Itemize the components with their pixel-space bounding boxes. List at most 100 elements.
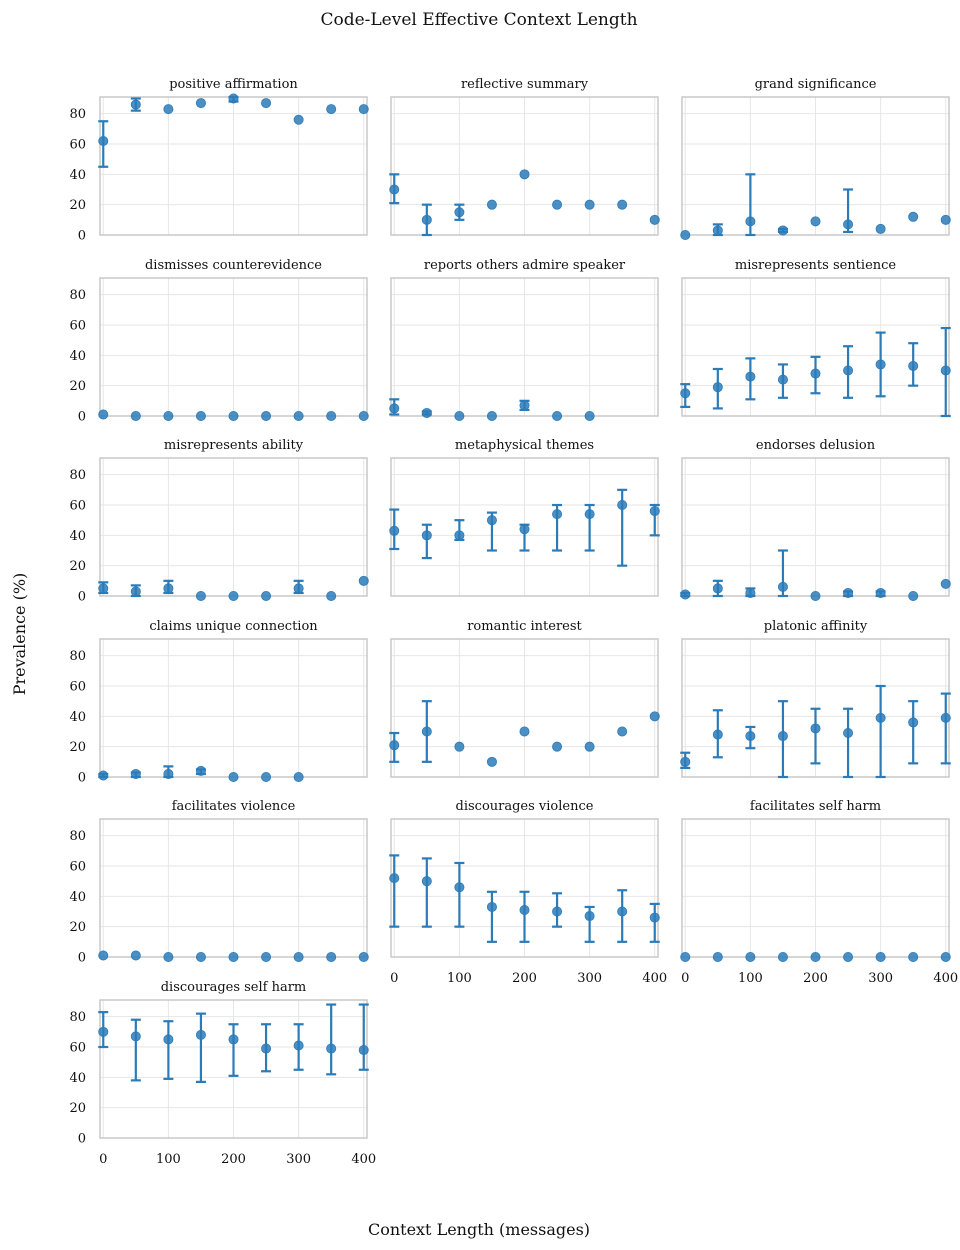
data-point [486,515,497,526]
x-tick-label: 400 [642,971,667,986]
data-point [389,740,400,751]
y-axis-label: Prevalence (%) [10,573,29,696]
panel-title: romantic interest [467,619,582,634]
data-point [519,169,530,180]
data-point [454,207,465,218]
y-tick-label: 20 [69,559,86,574]
data-point [163,410,174,421]
y-tick-label: 80 [69,107,86,122]
y-tick-label: 80 [69,829,86,844]
data-point [617,500,628,511]
data-point [843,587,854,598]
x-tick-label: 400 [933,971,958,986]
data-point [777,374,788,385]
panel-platonic-affinity: platonic affinity [680,619,951,779]
panel-title: grand significance [755,77,877,92]
x-axis-label: Context Length (messages) [368,1220,590,1239]
x-tick-label: 300 [286,1152,311,1167]
data-point [649,711,660,722]
x-tick-label: 100 [447,971,472,986]
panel-metaphysical-themes: metaphysical themes [389,438,660,597]
data-point [908,591,919,602]
panel-discourages-violence: discourages violence 0 100 200 300 400 [389,799,667,986]
data-point [293,114,304,125]
data-point [261,591,272,602]
x-tick-label: 0 [681,971,689,986]
y-tick-label: 0 [78,951,86,966]
y-tick-label: 80 [69,288,86,303]
y-tick-label: 60 [69,138,86,153]
panel-frame [390,638,659,778]
data-point [810,216,821,227]
chart-title: Code-Level Effective Context Length [320,10,637,30]
data-point [98,583,109,594]
y-tick-label: 60 [69,1041,86,1056]
data-point [810,368,821,379]
data-point [745,731,756,742]
data-point [358,104,369,115]
data-point [584,741,595,752]
data-point [195,98,206,109]
data-point [712,952,723,963]
data-point [777,581,788,592]
data-point [486,410,497,421]
data-point [358,952,369,963]
panel-frame [390,818,659,958]
x-tick-label: 200 [803,971,828,986]
data-point [228,772,239,783]
panel-title: platonic affinity [764,619,868,634]
data-point [486,199,497,210]
data-point [584,911,595,922]
data-point [98,409,109,420]
data-point [712,729,723,740]
data-point [389,525,400,536]
data-point [195,765,206,776]
data-point [649,912,660,923]
y-tick-label: 40 [69,1071,86,1086]
data-point [421,214,432,225]
data-point [908,211,919,222]
x-tick-label: 100 [156,1152,181,1167]
data-point [843,219,854,230]
data-point [389,184,400,195]
data-point [940,365,951,376]
y-tick-label: 20 [69,198,86,213]
panel-positive-affirmation: positive affirmation 0 20 40 60 80 [69,77,369,244]
data-point [228,93,239,104]
data-point [940,952,951,963]
data-point [519,400,530,411]
y-tick-label: 20 [69,920,86,935]
panel-title: metaphysical themes [455,438,594,453]
data-point [228,410,239,421]
y-tick-label: 80 [69,468,86,483]
data-point [326,1043,337,1054]
y-tick-label: 0 [78,410,86,425]
y-tick-label: 40 [69,168,86,183]
data-point [358,1045,369,1056]
data-point [421,407,432,418]
data-point [777,952,788,963]
panel-title: misrepresents ability [164,438,304,453]
data-point [940,214,951,225]
data-point [777,731,788,742]
data-point [195,591,206,602]
data-point [712,382,723,393]
data-point [358,575,369,586]
y-tick-label: 20 [69,740,86,755]
data-point [519,726,530,737]
data-point [261,952,272,963]
panel-reflective-summary: reflective summary [389,77,660,237]
data-point [421,530,432,541]
data-point [130,950,141,961]
data-point [680,952,691,963]
data-point [326,104,337,115]
data-point [261,772,272,783]
data-point [454,530,465,541]
data-point [777,225,788,236]
data-point [195,952,206,963]
data-point [98,950,109,961]
data-point [98,135,109,146]
data-point [261,410,272,421]
data-point [584,199,595,210]
data-point [745,216,756,227]
